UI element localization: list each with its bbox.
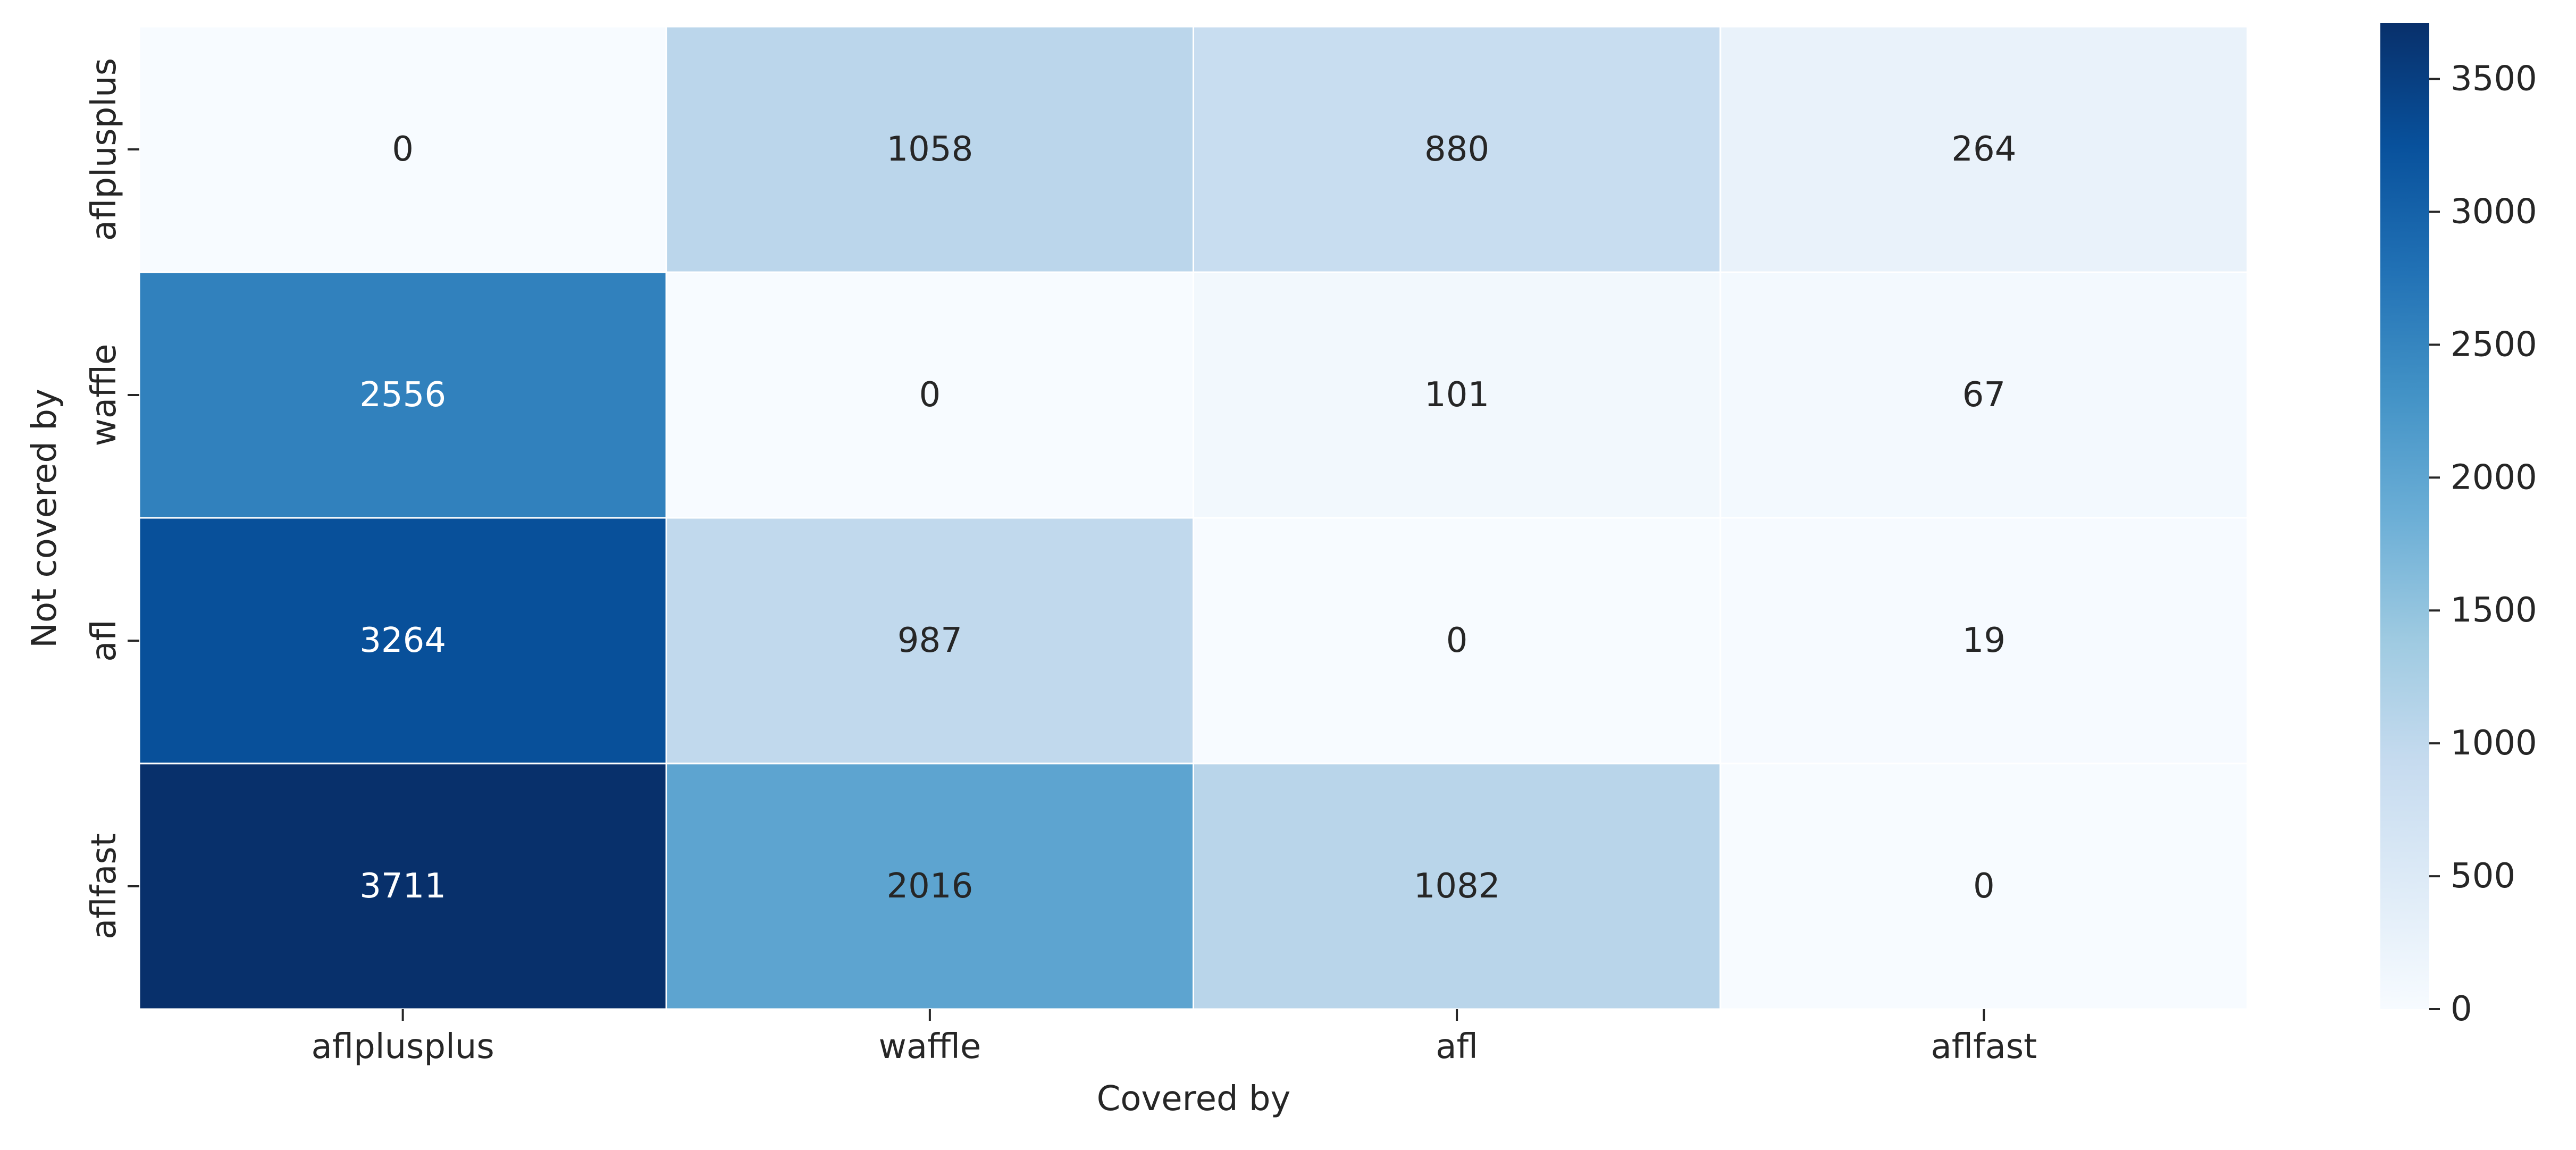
cell-value-label: 67	[1962, 375, 2006, 415]
heatmap-cell	[138, 762, 667, 1010]
heatmap-cell	[1719, 517, 2248, 765]
cell-value-label: 2556	[359, 375, 446, 415]
heatmap-cell	[665, 517, 1194, 765]
cell-value-label: 0	[392, 130, 414, 169]
colorbar-tick-label: 500	[2451, 857, 2515, 896]
cell-annotations: 0 1058 880 264 2556 0 101 67 3264 987 0 19 3711 2016 1…	[359, 130, 2016, 906]
cell-value-label: 2016	[886, 867, 973, 906]
x-tick-label: aflplusplus	[312, 1027, 494, 1067]
cell-value-label: 0	[1973, 867, 1995, 906]
cell-value-label: 1082	[1414, 867, 1500, 906]
colorbar-tick-label: 2000	[2451, 458, 2537, 497]
cell-value-label: 0	[919, 375, 941, 415]
heatmap-cell	[1719, 762, 2248, 1010]
cell-value-label: 987	[897, 621, 962, 660]
colorbar-tick-label: 1000	[2451, 724, 2537, 763]
colorbar-tick-label: 3000	[2451, 192, 2537, 231]
cell-value-label: 3264	[359, 621, 446, 660]
x-axis: aflplusplus waffle afl aflfast	[312, 1009, 2037, 1067]
heatmap-cell	[138, 26, 667, 273]
colorbar-tick-label: 2500	[2451, 325, 2537, 364]
heatmap-cell	[665, 762, 1194, 1010]
y-axis: aflplusplus waffle afl aflfast	[85, 58, 139, 939]
y-tick-label: aflfast	[85, 833, 124, 939]
x-axis-title: Covered by	[1097, 1079, 1291, 1119]
colorbar-tick-label: 0	[2451, 989, 2472, 1029]
colorbar-tick-label: 3500	[2451, 59, 2537, 98]
heatmap-cell	[1193, 762, 1722, 1010]
y-tick-label: afl	[85, 619, 124, 662]
heatmap-cells	[138, 26, 2248, 1010]
heatmap-cell	[1719, 271, 2248, 519]
heatmap-cell	[1719, 26, 2248, 273]
heatmap-cell	[1193, 271, 1722, 519]
cell-value-label: 101	[1424, 375, 1489, 415]
y-tick-label: aflplusplus	[85, 58, 124, 241]
cell-value-label: 264	[1951, 130, 2016, 169]
heatmap-cell	[665, 26, 1194, 273]
y-axis-title: Not covered by	[25, 389, 64, 648]
heatmap-cell	[138, 271, 667, 519]
cell-value-label: 1058	[886, 130, 973, 169]
x-tick-label: waffle	[878, 1027, 981, 1067]
colorbar-gradient	[2380, 23, 2429, 1009]
heatmap-cell	[1193, 26, 1722, 273]
cell-value-label: 3711	[359, 867, 446, 906]
x-tick-label: afl	[1436, 1027, 1478, 1067]
colorbar: 0 500 1000 1500 2000 2500 3000 3500	[2380, 23, 2537, 1029]
x-tick-label: aflfast	[1931, 1027, 2037, 1067]
y-tick-label: waffle	[85, 344, 124, 447]
cell-value-label: 880	[1424, 130, 1489, 169]
cell-value-label: 19	[1962, 621, 2006, 660]
heatmap-cell	[665, 271, 1194, 519]
cell-value-label: 0	[1446, 621, 1468, 660]
colorbar-tick-label: 1500	[2451, 591, 2537, 630]
